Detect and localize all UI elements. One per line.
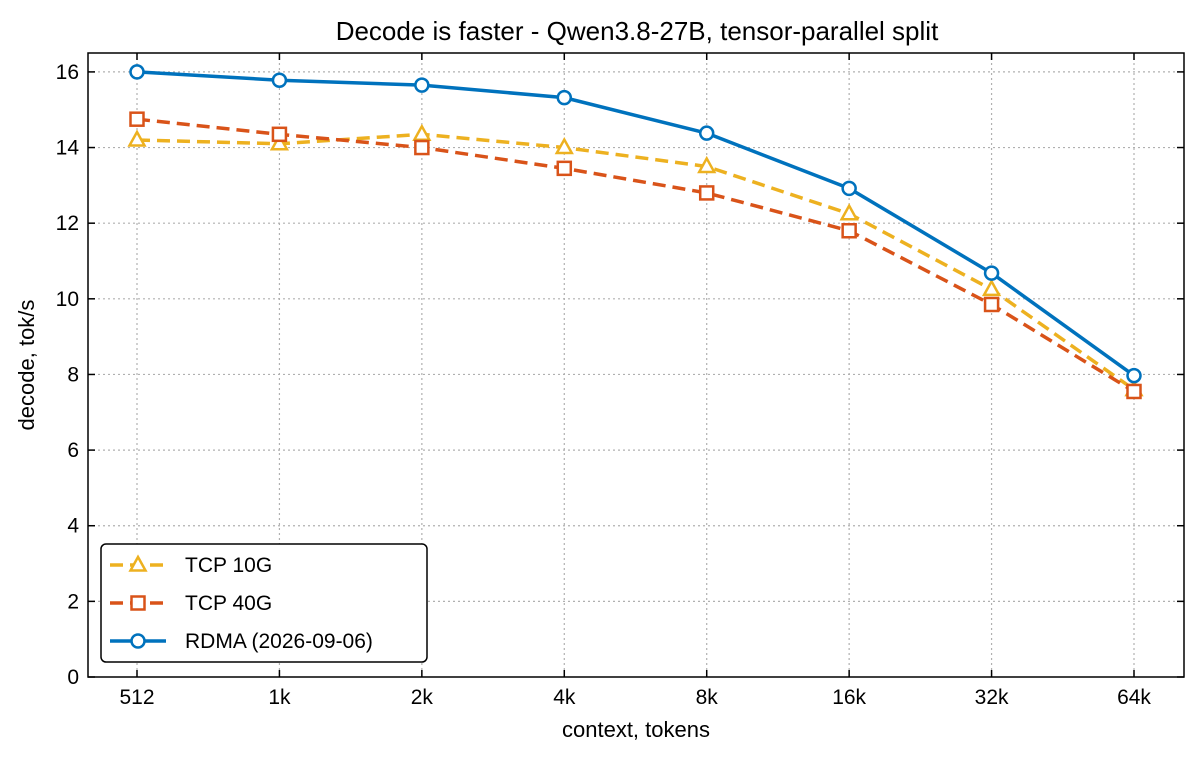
y-tick-labels: 0 2 4 6 8 10 12 14 16 — [56, 61, 80, 689]
y-tick-label: 10 — [56, 288, 79, 311]
legend-box — [100, 543, 428, 663]
data-point — [1126, 367, 1142, 384]
chart-title: Decode is faster - Qwen3.8-27B, tensor-p… — [336, 16, 939, 46]
series-tcp-40g — [129, 111, 1142, 400]
data-point — [697, 155, 717, 174]
plot-frame — [87, 52, 1185, 678]
data-point — [129, 64, 145, 80]
x-tick-label: 1k — [268, 686, 291, 709]
y-tick-label: 16 — [56, 61, 79, 84]
data-point — [554, 136, 574, 155]
y-tick-label: 8 — [67, 363, 79, 386]
series-rdma-2026-09-06 — [129, 64, 1142, 384]
data-point — [981, 278, 1002, 297]
data-point — [129, 111, 145, 127]
legend-marker — [128, 554, 148, 572]
y-tick-label: 4 — [67, 515, 79, 538]
y-tick-label: 14 — [56, 137, 80, 160]
data-point — [269, 133, 290, 151]
legend-item: TCP 10G — [110, 554, 272, 577]
data-point — [127, 129, 147, 147]
y-tick-label: 12 — [56, 212, 79, 235]
series-line — [136, 132, 1136, 392]
legend: TCP 10G TCP 40G RDMA (2026-09-06) — [100, 543, 428, 663]
data-point — [983, 296, 1000, 313]
data-point — [839, 203, 859, 221]
data-point — [556, 160, 573, 177]
x-tick-labels: 512 1k 2k 4k 8k 16k 32k 64k — [119, 686, 1151, 709]
y-tick-label: 0 — [67, 666, 79, 689]
series-line — [136, 70, 1136, 378]
x-tick-label: 512 — [119, 686, 154, 709]
y-axis-label: decode, tok/s — [14, 300, 39, 431]
data-point — [841, 222, 857, 239]
x-tick-label: 4k — [553, 686, 576, 709]
series-layer — [127, 64, 1144, 400]
x-axis-label: context, tokens — [562, 717, 710, 742]
axis-ticks — [88, 53, 1184, 678]
data-point — [414, 139, 430, 156]
legend-marker — [130, 595, 146, 611]
data-point — [414, 77, 430, 93]
data-point — [271, 126, 288, 143]
x-tick-label: 64k — [1117, 686, 1151, 709]
data-point — [271, 72, 288, 88]
x-tick-label: 8k — [696, 686, 719, 709]
series-line — [136, 117, 1135, 393]
data-point — [983, 265, 1000, 281]
data-point — [841, 180, 857, 197]
y-tick-label: 2 — [67, 590, 79, 613]
legend-marker — [130, 633, 146, 649]
x-tick-label: 2k — [411, 686, 434, 709]
data-point — [698, 125, 715, 141]
data-point — [556, 89, 573, 106]
legend-label: TCP 40G — [185, 592, 272, 615]
series-tcp-10g — [127, 123, 1144, 397]
legend-item: RDMA (2026-09-06) — [110, 630, 373, 653]
legend-item: TCP 40G — [110, 592, 272, 615]
data-point — [1126, 383, 1142, 400]
data-point — [698, 185, 715, 201]
legend-label: RDMA (2026-09-06) — [185, 630, 373, 653]
y-tick-label: 6 — [67, 439, 79, 462]
legend-label: TCP 10G — [185, 554, 272, 577]
x-tick-label: 32k — [975, 686, 1009, 709]
x-tick-label: 16k — [832, 686, 866, 709]
